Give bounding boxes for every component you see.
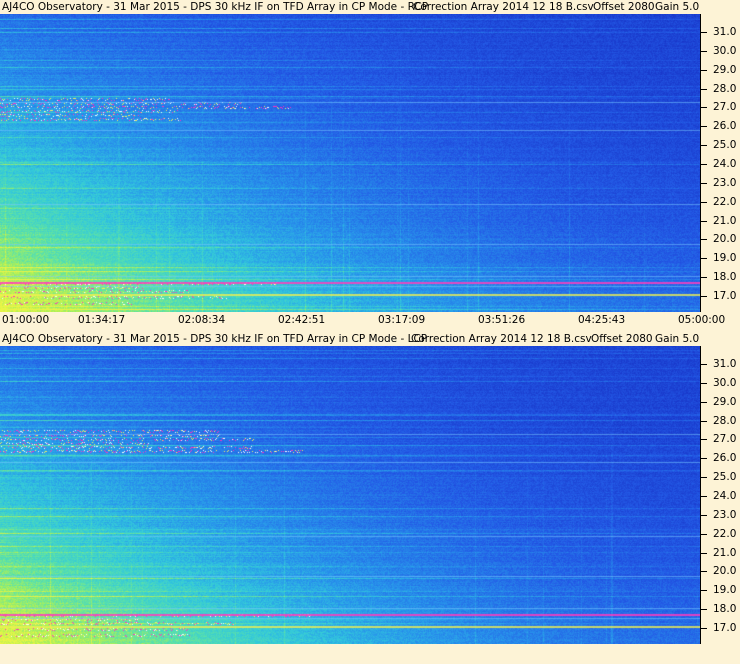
- lcp-ytick: [701, 364, 707, 365]
- lcp-gain: Gain 5.0: [655, 333, 700, 345]
- rcp-ytick: [701, 239, 707, 240]
- lcp-ytick-label: 25.0: [713, 471, 737, 483]
- lcp-ytick: [701, 609, 707, 610]
- lcp-ytick: [701, 515, 707, 516]
- time-tick-label: 05:00:00: [678, 314, 726, 326]
- rcp-ytick-label: 29.0: [713, 64, 737, 76]
- rcp-gain: Gain 5.0: [655, 1, 700, 13]
- rcp-ytick: [701, 107, 707, 108]
- rcp-ytick-label: 26.0: [713, 120, 737, 132]
- rcp-ytick: [701, 89, 707, 90]
- rcp-ytick-label: 23.0: [713, 177, 737, 189]
- lcp-correction-file: Correction Array 2014 12 18 B.csv: [411, 333, 592, 345]
- lcp-ytick: [701, 458, 707, 459]
- rcp-ytick-label: 20.0: [713, 233, 737, 245]
- rcp-ytick: [701, 70, 707, 71]
- rcp-ytick-label: 17.0: [713, 290, 737, 302]
- rcp-ytick-label: 24.0: [713, 158, 737, 170]
- rcp-ytick: [701, 145, 707, 146]
- time-tick-label: 03:17:09: [378, 314, 426, 326]
- rcp-ytick-label: 25.0: [713, 139, 737, 151]
- time-tick-label: 02:42:51: [278, 314, 326, 326]
- lcp-frequency-axis: 31.0 30.0 29.0 28.0 27.0 26.0 25.0 24.0 23.0 22.0…: [700, 346, 740, 644]
- lcp-ytick-label: 23.0: [713, 509, 737, 521]
- rcp-ytick: [701, 32, 707, 33]
- lcp-ytick: [701, 477, 707, 478]
- rcp-ytick: [701, 258, 707, 259]
- rcp-ytick: [701, 51, 707, 52]
- lcp-ytick: [701, 383, 707, 384]
- lcp-ytick-label: 22.0: [713, 528, 737, 540]
- lcp-ytick-label: 18.0: [713, 603, 737, 615]
- lcp-ytick: [701, 439, 707, 440]
- rcp-ytick-label: 28.0: [713, 83, 737, 95]
- rcp-correction-file: Correction Array 2014 12 18 B.csv: [413, 1, 594, 13]
- rcp-ytick: [701, 296, 707, 297]
- rcp-ytick-label: 22.0: [713, 196, 737, 208]
- rcp-ytick: [701, 277, 707, 278]
- lcp-ytick-label: 24.0: [713, 490, 737, 502]
- lcp-ytick: [701, 590, 707, 591]
- lcp-ytick: [701, 628, 707, 629]
- rcp-ytick-label: 19.0: [713, 252, 737, 264]
- rcp-spectrogram[interactable]: [0, 14, 700, 312]
- lcp-ytick-label: 21.0: [713, 547, 737, 559]
- lcp-ytick-label: 17.0: [713, 622, 737, 634]
- time-tick-label: 02:08:34: [178, 314, 226, 326]
- lcp-ytick: [701, 496, 707, 497]
- lcp-ytick-label: 20.0: [713, 565, 737, 577]
- rcp-ytick: [701, 164, 707, 165]
- lcp-ytick-label: 19.0: [713, 584, 737, 596]
- lcp-ytick-label: 29.0: [713, 396, 737, 408]
- time-tick-label: 01:00:00: [2, 314, 50, 326]
- lcp-ytick: [701, 402, 707, 403]
- lcp-ytick-label: 26.0: [713, 452, 737, 464]
- lcp-ytick-label: 30.0: [713, 377, 737, 389]
- rcp-frequency-axis: 31.0 30.0 29.0 28.0 27.0 26.0 25.0 24.0 23.0 22.0…: [700, 14, 740, 312]
- rcp-title-bar: AJ4CO Observatory - 31 Mar 2015 - DPS 30…: [0, 0, 700, 14]
- rcp-offset: Offset 2080: [593, 1, 655, 13]
- lcp-offset: Offset 2080: [591, 333, 653, 345]
- lcp-ytick: [701, 553, 707, 554]
- rcp-ytick: [701, 126, 707, 127]
- lcp-title-bar: AJ4CO Observatory - 31 Mar 2015 - DPS 30…: [0, 332, 700, 346]
- lcp-ytick: [701, 571, 707, 572]
- lcp-ytick: [701, 421, 707, 422]
- rcp-ytick: [701, 202, 707, 203]
- rcp-ytick-label: 31.0: [713, 26, 737, 38]
- time-tick-label: 03:51:26: [478, 314, 526, 326]
- lcp-title: AJ4CO Observatory - 31 Mar 2015 - DPS 30…: [2, 333, 428, 345]
- rcp-ytick-label: 27.0: [713, 101, 737, 113]
- rcp-title: AJ4CO Observatory - 31 Mar 2015 - DPS 30…: [2, 1, 429, 13]
- time-tick-label: 01:34:17: [78, 314, 126, 326]
- lcp-ytick-label: 28.0: [713, 415, 737, 427]
- rcp-ytick-label: 30.0: [713, 45, 737, 57]
- time-tick-label: 04:25:43: [578, 314, 626, 326]
- lcp-ytick-label: 27.0: [713, 433, 737, 445]
- lcp-ytick-label: 31.0: [713, 358, 737, 370]
- rcp-ytick-label: 21.0: [713, 215, 737, 227]
- rcp-ytick: [701, 221, 707, 222]
- rcp-ytick-label: 18.0: [713, 271, 737, 283]
- lcp-spectrogram[interactable]: [0, 346, 700, 644]
- rcp-ytick: [701, 183, 707, 184]
- lcp-ytick: [701, 534, 707, 535]
- time-axis: 01:00:00 01:34:17 02:08:34 02:42:51 03:17:09…: [0, 312, 740, 328]
